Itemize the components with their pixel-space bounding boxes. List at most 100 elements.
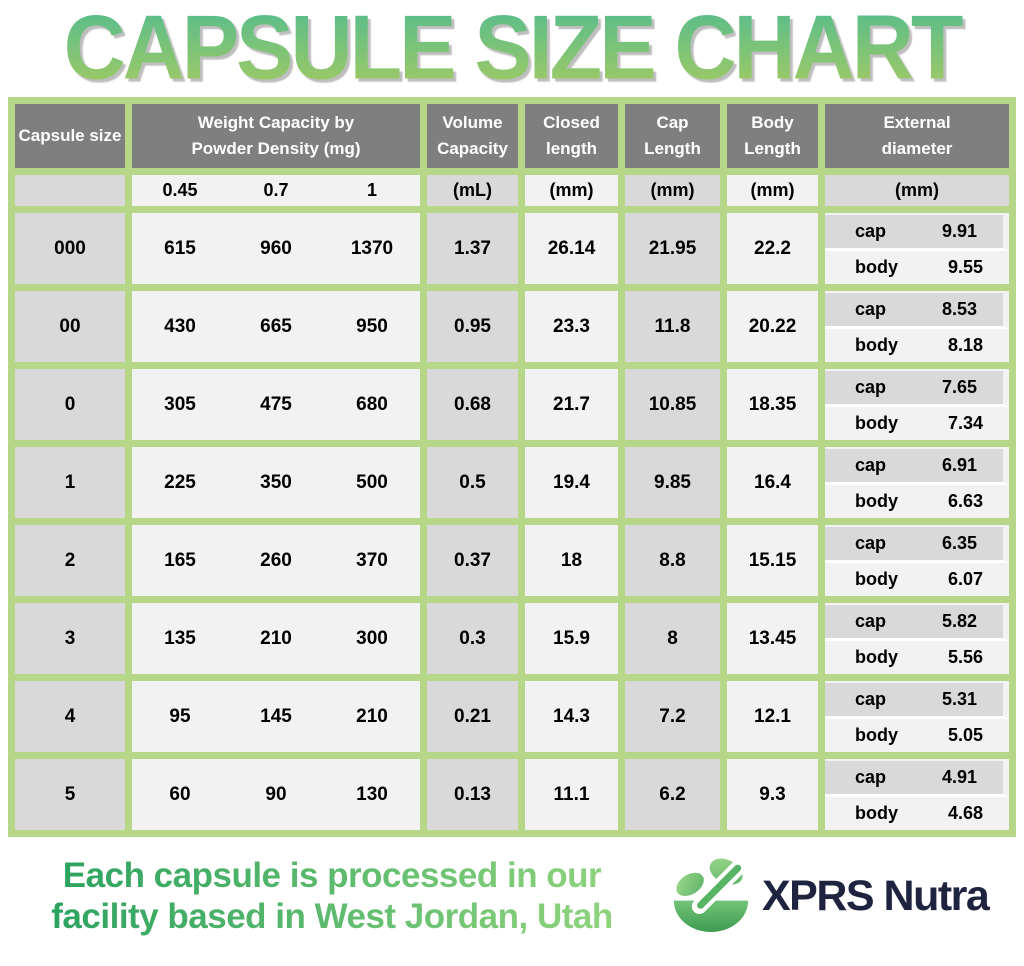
external-body-value: 9.55 xyxy=(947,257,983,277)
external-cap-value: 9.91 xyxy=(941,221,977,241)
external-diameter-split: cap 4.91 body 4.68 xyxy=(825,759,1009,830)
density-0.45: 0.45 xyxy=(162,180,198,200)
external-cap-value: 5.82 xyxy=(941,611,977,631)
weight-values: 95 145 210 xyxy=(132,706,420,728)
footer: Each capsule is processed in our facilit… xyxy=(0,853,1024,939)
weight-at-1: 370 xyxy=(356,549,388,571)
cell-cap-length: 7.2 xyxy=(625,681,720,752)
footer-note-line2: facility based in West Jordan, Utah xyxy=(51,897,613,936)
weight-at-0.7: 145 xyxy=(260,705,292,727)
weight-values: 135 210 300 xyxy=(132,628,420,650)
external-body-label: body xyxy=(855,569,898,589)
weight-at-0.45: 225 xyxy=(164,471,196,493)
cell-capsule-size: 4 xyxy=(15,681,125,752)
weight-at-0.7: 475 xyxy=(260,393,292,415)
weight-at-0.45: 430 xyxy=(164,315,196,337)
cell-capsule-size: 3 xyxy=(15,603,125,674)
external-body-label: body xyxy=(855,335,898,355)
cell-capsule-size: 00 xyxy=(15,291,125,362)
density-0.7: 0.7 xyxy=(263,180,289,200)
external-body-value: 4.68 xyxy=(947,803,983,823)
weight-at-0.45: 305 xyxy=(164,393,196,415)
weight-at-0.7: 210 xyxy=(260,627,292,649)
external-body-row: body 8.18 xyxy=(825,329,1009,362)
cell-closed-length: 26.14 xyxy=(525,213,618,284)
cell-body-length: 18.35 xyxy=(727,369,818,440)
external-body-label: body xyxy=(855,491,898,511)
external-cap-value: 4.91 xyxy=(941,767,977,787)
cell-weight-capacities: 615 960 1370 xyxy=(132,213,420,284)
external-diameter-split: cap 5.82 body 5.56 xyxy=(825,603,1009,674)
header-row: Capsule size Weight Capacity by Powder D… xyxy=(15,104,1009,168)
cell-body-length: 22.2 xyxy=(727,213,818,284)
cell-capsule-size: 000 xyxy=(15,213,125,284)
cell-volume-capacity: 0.13 xyxy=(427,759,518,830)
external-body-row: body 5.05 xyxy=(825,719,1009,752)
brand-name: XPRS Nutra xyxy=(762,871,990,920)
cell-weight-capacities: 430 665 950 xyxy=(132,291,420,362)
external-body-value: 6.63 xyxy=(947,491,983,511)
external-cap-row: cap 5.31 xyxy=(825,681,1009,719)
cell-weight-capacities: 225 350 500 xyxy=(132,447,420,518)
external-body-value: 8.18 xyxy=(947,335,983,355)
external-body-label: body xyxy=(855,725,898,745)
cell-external-diameter: cap 6.35 body 6.07 xyxy=(825,525,1009,596)
cell-volume-capacity: 0.3 xyxy=(427,603,518,674)
cell-cap-length: 6.2 xyxy=(625,759,720,830)
external-cap-row: cap 4.91 xyxy=(825,759,1009,797)
cell-capsule-size: 1 xyxy=(15,447,125,518)
cell-capsule-size: 2 xyxy=(15,525,125,596)
external-cap-label: cap xyxy=(855,689,887,709)
external-body-label: body xyxy=(855,257,898,277)
cell-volume-capacity: 0.21 xyxy=(427,681,518,752)
table-row: 5 60 90 130 0.13 11.1 6.2 9.3 cap 4.91 b… xyxy=(15,759,1009,830)
cell-weight-capacities: 165 260 370 xyxy=(132,525,420,596)
cell-closed-length: 21.7 xyxy=(525,369,618,440)
cell-weight-capacities: 60 90 130 xyxy=(132,759,420,830)
external-body-row: body 5.56 xyxy=(825,641,1009,674)
table-row: 2 165 260 370 0.37 18 8.8 15.15 cap 6.35… xyxy=(15,525,1009,596)
external-diameter-split: cap 6.35 body 6.07 xyxy=(825,525,1009,596)
external-cap-label: cap xyxy=(855,611,887,631)
weight-at-1: 500 xyxy=(356,471,388,493)
external-body-row: body 6.07 xyxy=(825,563,1009,596)
mortar-pestle-icon xyxy=(673,858,749,933)
cell-cap-length: 10.85 xyxy=(625,369,720,440)
external-cap-row: cap 8.53 xyxy=(825,291,1009,329)
table-row: 00 430 665 950 0.95 23.3 11.8 20.22 cap … xyxy=(15,291,1009,362)
weight-values: 615 960 1370 xyxy=(132,238,420,260)
cell-external-diameter: cap 5.31 body 5.05 xyxy=(825,681,1009,752)
table-row: 000 615 960 1370 1.37 26.14 21.95 22.2 c… xyxy=(15,213,1009,284)
units-weight-densities: 0.45 0.7 1 xyxy=(132,175,420,206)
header-external-diameter: External diameter xyxy=(825,104,1009,168)
units-cap-length: (mm) xyxy=(625,175,720,206)
cell-body-length: 13.45 xyxy=(727,603,818,674)
units-closed-length: (mm) xyxy=(525,175,618,206)
weight-at-1: 210 xyxy=(356,705,388,727)
density-values: 0.45 0.7 1 xyxy=(132,180,420,201)
external-body-row: body 4.68 xyxy=(825,797,1009,830)
cell-weight-capacities: 95 145 210 xyxy=(132,681,420,752)
external-body-value: 6.07 xyxy=(947,569,983,589)
weight-at-1: 680 xyxy=(356,393,388,415)
cell-capsule-size: 0 xyxy=(15,369,125,440)
cell-external-diameter: cap 8.53 body 8.18 xyxy=(825,291,1009,362)
external-cap-row: cap 5.82 xyxy=(825,603,1009,641)
cell-external-diameter: cap 9.91 body 9.55 xyxy=(825,213,1009,284)
table-body: 000 615 960 1370 1.37 26.14 21.95 22.2 c… xyxy=(15,213,1009,830)
density-1: 1 xyxy=(366,180,377,200)
weight-at-0.7: 260 xyxy=(260,549,292,571)
table-row: 3 135 210 300 0.3 15.9 8 13.45 cap 5.82 … xyxy=(15,603,1009,674)
table-header: Capsule size Weight Capacity by Powder D… xyxy=(15,104,1009,206)
cell-weight-capacities: 135 210 300 xyxy=(132,603,420,674)
external-cap-label: cap xyxy=(855,533,887,553)
weight-values: 305 475 680 xyxy=(132,394,420,416)
cell-volume-capacity: 1.37 xyxy=(427,213,518,284)
cell-closed-length: 15.9 xyxy=(525,603,618,674)
weight-at-1: 1370 xyxy=(350,237,394,259)
cell-volume-capacity: 0.37 xyxy=(427,525,518,596)
cell-volume-capacity: 0.68 xyxy=(427,369,518,440)
table-row: 0 305 475 680 0.68 21.7 10.85 18.35 cap … xyxy=(15,369,1009,440)
weight-at-0.45: 615 xyxy=(164,237,196,259)
units-row: 0.45 0.7 1 (mL) (mm) (mm) (mm) (mm) xyxy=(15,175,1009,206)
